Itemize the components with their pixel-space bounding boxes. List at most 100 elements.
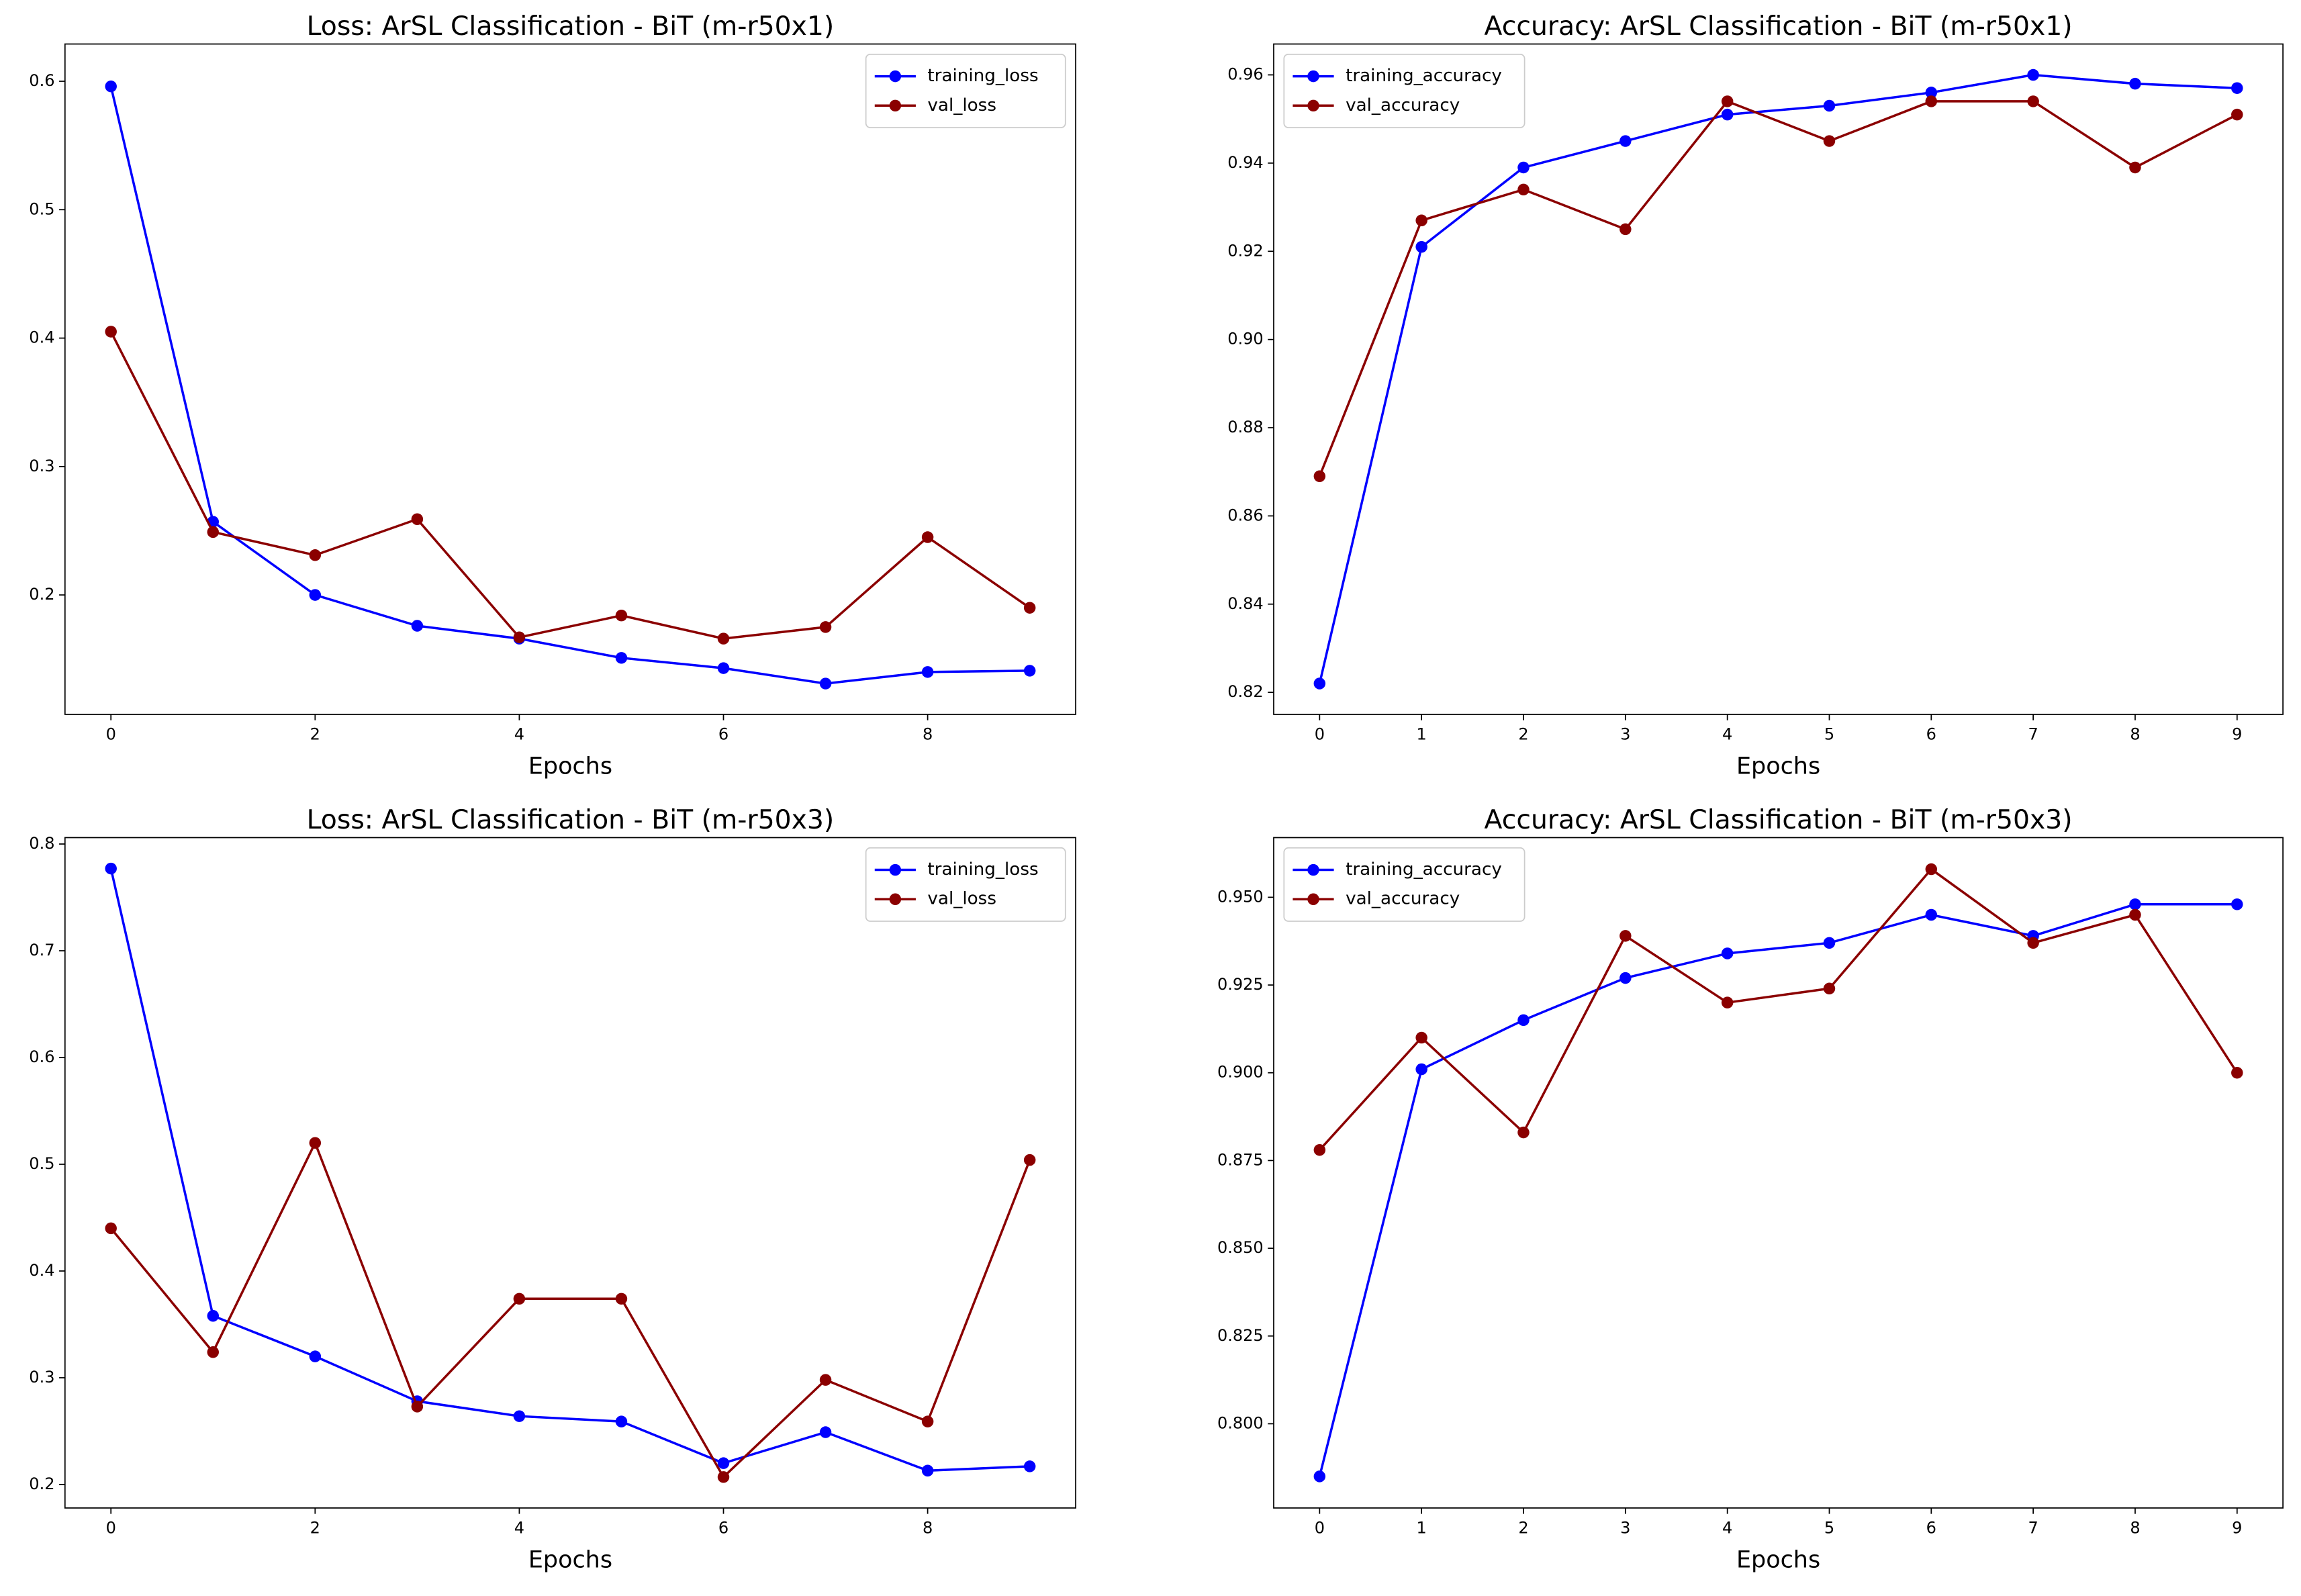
subplot: Accuracy: ArSL Classification - BiT (m-r… bbox=[1217, 805, 2284, 1574]
data-point bbox=[2231, 898, 2243, 910]
legend-box bbox=[1283, 53, 1525, 128]
data-point bbox=[1023, 1460, 1036, 1472]
series-line bbox=[109, 868, 1030, 1472]
data-point bbox=[1823, 99, 1836, 112]
x-tick-label: 6 bbox=[1926, 1519, 1936, 1538]
x-tick-label: 8 bbox=[923, 725, 933, 744]
x-tick-label: 5 bbox=[1824, 725, 1834, 744]
x-tick-label: 4 bbox=[1722, 1519, 1732, 1538]
y-tick-label: 0.2 bbox=[29, 585, 54, 604]
data-point bbox=[1823, 982, 1836, 995]
x-tick-label: 2 bbox=[1518, 1519, 1528, 1538]
data-point bbox=[105, 326, 117, 338]
data-point bbox=[1823, 937, 1836, 949]
series-line bbox=[109, 1139, 1031, 1479]
data-point bbox=[411, 513, 424, 525]
data-point bbox=[921, 1415, 934, 1427]
series-line bbox=[1318, 903, 2237, 1477]
data-point bbox=[1721, 95, 1734, 107]
y-tick-label: 0.86 bbox=[1227, 506, 1263, 524]
x-tick-label: 9 bbox=[2232, 1519, 2242, 1538]
legend-marker bbox=[889, 70, 902, 83]
y-tick-label: 0.7 bbox=[29, 941, 54, 959]
subplot: Loss: ArSL Classification - BiT (m-r50x3… bbox=[29, 805, 1076, 1574]
data-point bbox=[1517, 1126, 1530, 1139]
legend-marker bbox=[889, 893, 902, 905]
y-tick-label: 0.800 bbox=[1217, 1413, 1264, 1432]
y-tick-label: 0.3 bbox=[29, 457, 54, 475]
data-point bbox=[1313, 1143, 1326, 1156]
data-point bbox=[1619, 930, 1632, 942]
data-point bbox=[921, 531, 934, 543]
data-point bbox=[921, 666, 934, 678]
legend-label: training_accuracy bbox=[1346, 859, 1502, 880]
data-point bbox=[615, 1415, 628, 1427]
legend-box bbox=[865, 847, 1066, 922]
data-point bbox=[2231, 108, 2243, 121]
y-tick-label: 0.5 bbox=[29, 199, 54, 218]
y-tick-label: 0.88 bbox=[1227, 418, 1263, 436]
data-point bbox=[105, 80, 117, 93]
x-tick-label: 5 bbox=[1824, 1519, 1834, 1538]
data-point bbox=[105, 862, 117, 875]
x-tick-label: 9 bbox=[2232, 725, 2242, 744]
plot-frame bbox=[64, 837, 1076, 1509]
series-line bbox=[1318, 73, 2237, 684]
data-point bbox=[1313, 470, 1326, 483]
x-tick-label: 3 bbox=[1620, 1519, 1630, 1538]
data-point bbox=[309, 1137, 322, 1149]
data-point bbox=[1925, 863, 1938, 876]
data-point bbox=[1619, 972, 1632, 984]
data-point bbox=[309, 1350, 322, 1362]
x-tick-label: 8 bbox=[2130, 1519, 2140, 1538]
data-point bbox=[1619, 135, 1632, 147]
data-point bbox=[1721, 996, 1734, 1008]
data-point bbox=[717, 632, 730, 645]
data-point bbox=[2129, 908, 2141, 921]
legend-marker bbox=[1307, 863, 1319, 876]
y-tick-label: 0.4 bbox=[29, 1261, 54, 1280]
data-point bbox=[2129, 898, 2141, 910]
data-point bbox=[1313, 677, 1326, 690]
legend-label: val_loss bbox=[927, 889, 996, 909]
legend-marker bbox=[889, 863, 902, 876]
data-point bbox=[615, 609, 628, 622]
data-point bbox=[615, 652, 628, 664]
legend: training_loss val_loss bbox=[865, 53, 1066, 128]
y-tick-label: 0.84 bbox=[1227, 594, 1263, 613]
legend-marker bbox=[889, 99, 902, 112]
x-tick-label: 2 bbox=[1518, 725, 1528, 744]
data-point bbox=[513, 1293, 526, 1305]
legend-marker bbox=[1307, 70, 1319, 83]
data-point bbox=[2231, 82, 2243, 94]
data-point bbox=[1415, 1031, 1427, 1044]
chart-title: Accuracy: ArSL Classification - BiT (m-r… bbox=[1485, 805, 2073, 835]
y-tick-label: 0.825 bbox=[1217, 1326, 1264, 1345]
data-point bbox=[1823, 135, 1836, 147]
series-line bbox=[1319, 867, 2239, 1151]
y-tick-label: 0.6 bbox=[29, 71, 54, 90]
x-tick-label: 4 bbox=[514, 725, 524, 744]
legend-label: training_accuracy bbox=[1346, 66, 1502, 86]
plot-frame bbox=[1273, 837, 2284, 1509]
data-point bbox=[207, 1310, 220, 1322]
data-point bbox=[1925, 908, 1938, 921]
data-point bbox=[1721, 947, 1734, 959]
legend: training_accuracy val_accuracy bbox=[1283, 847, 1525, 922]
data-point bbox=[819, 677, 832, 690]
data-point bbox=[1313, 1470, 1326, 1483]
data-point bbox=[1415, 214, 1427, 227]
x-tick-label: 4 bbox=[1722, 725, 1732, 744]
data-point bbox=[309, 549, 322, 561]
data-point bbox=[1415, 1063, 1427, 1076]
data-point bbox=[819, 1426, 832, 1438]
chart-title: Loss: ArSL Classification - BiT (m-r50x1… bbox=[307, 11, 835, 42]
x-tick-label: 2 bbox=[310, 1519, 320, 1538]
y-tick-label: 0.82 bbox=[1227, 682, 1263, 701]
data-point bbox=[921, 1464, 934, 1477]
data-point bbox=[2231, 1066, 2243, 1079]
subplot: Accuracy: ArSL Classification - BiT (m-r… bbox=[1227, 11, 2284, 780]
legend-label: training_loss bbox=[927, 859, 1038, 880]
